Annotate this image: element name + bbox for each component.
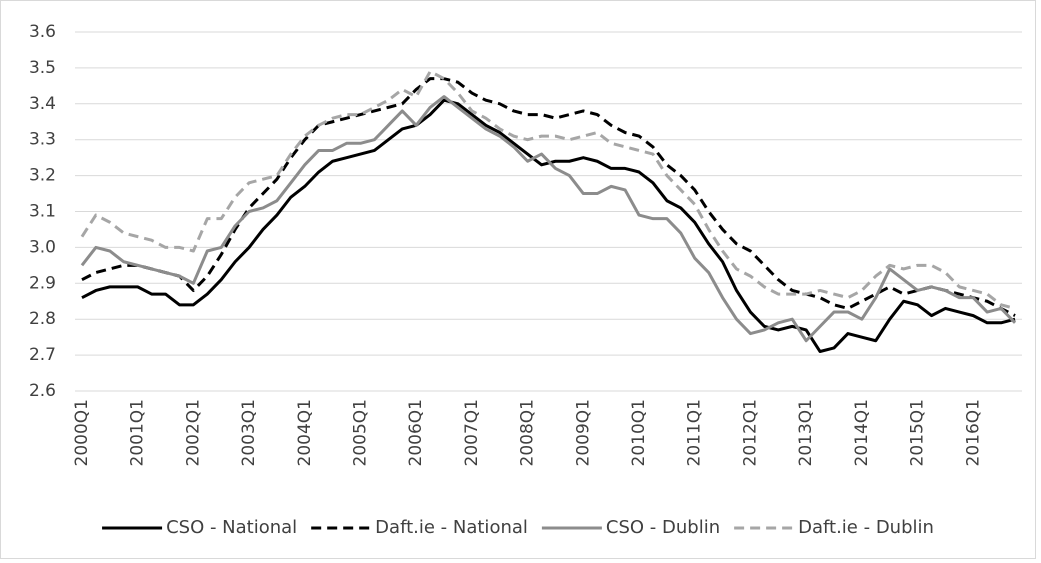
y-tick-label: 3.2 xyxy=(29,166,56,186)
series-line xyxy=(80,69,1016,310)
x-tick-label: 2007Q1 xyxy=(462,399,482,466)
x-tick-label: 2010Q1 xyxy=(629,399,649,466)
x-tick-label: 2016Q1 xyxy=(963,399,983,466)
y-tick-label: 2.9 xyxy=(29,273,56,293)
x-tick-label: 2009Q1 xyxy=(573,399,593,466)
series-line xyxy=(81,77,1016,317)
legend: CSO - National Daft.ie - National CSO - Du… xyxy=(102,517,934,538)
x-tick-label: 2001Q1 xyxy=(128,399,148,466)
x-tick-label: 2005Q1 xyxy=(350,399,370,466)
y-tick-label: 3.0 xyxy=(29,237,56,257)
y-tick-label: 3.3 xyxy=(29,130,56,150)
y-tick-label: 3.6 xyxy=(29,22,56,42)
x-tick-label: 2013Q1 xyxy=(796,399,816,466)
y-tick-label: 3.4 xyxy=(29,94,56,114)
x-tick-label: 2008Q1 xyxy=(518,399,538,466)
x-tick-label: 2000Q1 xyxy=(72,399,92,466)
y-tick-label: 3.1 xyxy=(29,202,56,222)
x-tick-label: 2004Q1 xyxy=(295,399,315,466)
x-tick-label: 2014Q1 xyxy=(852,399,872,466)
y-tick-label: 2.7 xyxy=(29,345,56,365)
x-tick-label: 2003Q1 xyxy=(239,399,259,466)
y-tick-label: 2.8 xyxy=(29,309,56,329)
legend-label: CSO - National xyxy=(166,517,297,538)
series-line xyxy=(80,95,1017,343)
x-tick-label: 2002Q1 xyxy=(183,399,203,466)
x-tick-label: 2012Q1 xyxy=(740,399,760,466)
x-tick-label: 2006Q1 xyxy=(406,399,426,466)
legend-label: Daft.ie - Dublin xyxy=(798,517,934,538)
legend-label: Daft.ie - National xyxy=(375,517,528,538)
y-tick-label: 2.6 xyxy=(29,381,56,401)
x-tick-label: 2015Q1 xyxy=(908,399,928,466)
legend-label: CSO - Dublin xyxy=(606,517,720,538)
x-tick-label: 2011Q1 xyxy=(685,399,705,466)
y-tick-label: 3.5 xyxy=(29,58,56,78)
